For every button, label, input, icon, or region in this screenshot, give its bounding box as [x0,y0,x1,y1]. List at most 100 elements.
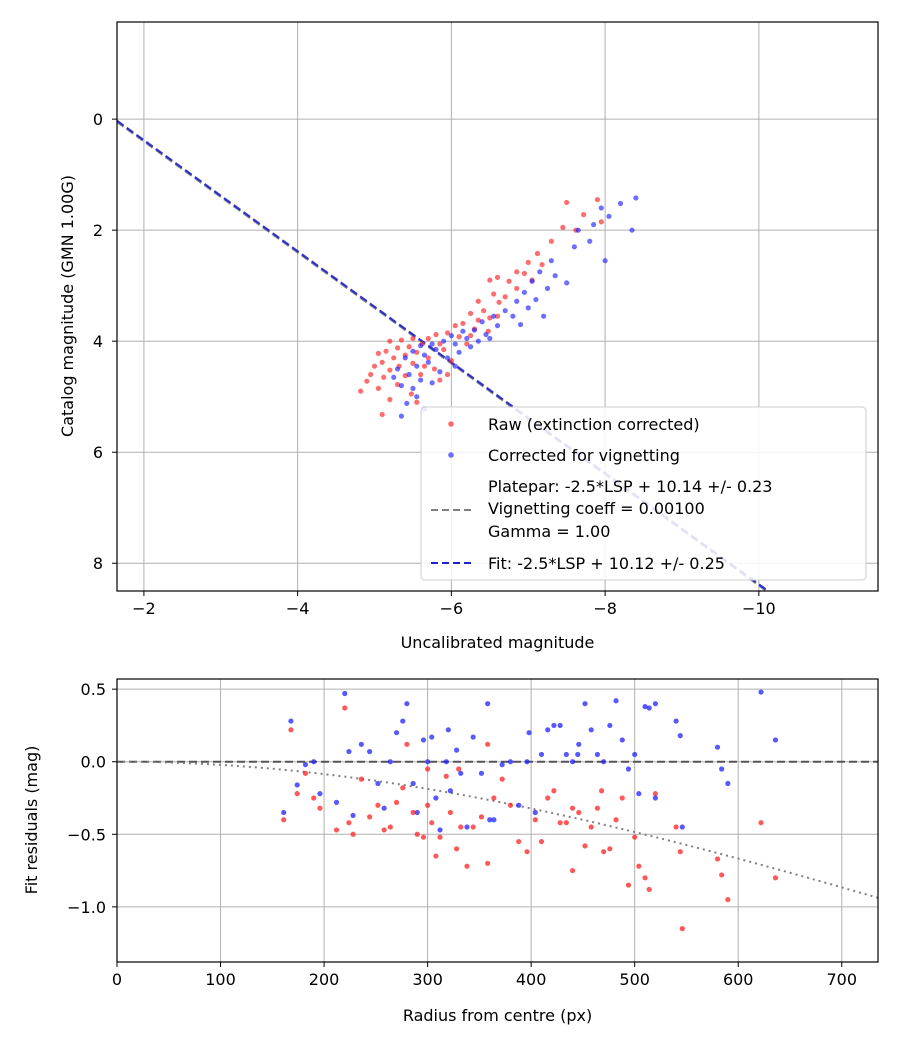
top-x-tick-label: −10 [742,599,776,618]
corrected-point [533,296,539,303]
corrected-point [590,222,597,228]
bottom-x-tick-label: 600 [723,970,754,989]
corrected-point [587,238,593,244]
corrected-point [494,323,501,329]
raw-residual-point [317,805,323,811]
legend-marker-corrected [448,452,454,458]
corrected-residual-point [625,766,632,772]
raw-point [491,291,497,297]
raw-residual-point [646,886,652,893]
legend-label-platepar-3: Gamma = 1.00 [488,522,610,541]
corrected-point [402,355,408,361]
corrected-point [537,269,543,275]
raw-residual-point [294,791,300,797]
corrected-residual-point [433,795,439,801]
raw-residual-point [346,820,352,826]
corrected-point [464,335,470,342]
top-scatter-points [358,195,639,419]
raw-residual-point [458,824,464,830]
corrected-residual-point [719,766,725,772]
corrected-point [602,258,608,264]
corrected-point [575,227,581,233]
raw-point [580,212,587,218]
corrected-point [460,328,466,334]
raw-residual-point [594,805,601,811]
raw-residual-point [625,882,632,888]
raw-point [375,350,381,357]
raw-residual-point [456,766,462,772]
raw-residual-point [569,867,576,874]
corrected-point [398,383,405,389]
corrected-point [633,195,639,201]
legend-label-raw: Raw (extinction corrected) [488,415,700,434]
corrected-point [552,273,558,279]
raw-point [410,335,416,342]
corrected-residual-point [414,809,420,816]
bottom-x-tick-label: 100 [205,970,236,989]
raw-residual-point [636,863,642,869]
top-y-tick-label: 6 [93,443,103,462]
top-x-tick-label: −8 [593,599,617,618]
corrected-residual-point [350,812,356,819]
corrected-point [433,346,439,353]
bottom-y-tick-label: 0.0 [81,753,106,772]
bottom-plot-frame [116,678,879,963]
corrected-point [598,205,604,211]
raw-point [383,348,389,354]
legend-label-corrected: Corrected for vignetting [488,446,680,465]
raw-residual-point [393,799,400,805]
corrected-residual-point [632,751,638,758]
raw-residual-point [478,814,485,820]
raw-residual-point [499,776,505,782]
top-plot-frame [116,21,879,592]
corrected-point [437,369,443,375]
raw-residual-point [538,838,545,845]
corrected-residual-point [714,744,721,750]
raw-point [467,333,474,339]
raw-point [387,338,393,344]
corrected-point [525,305,531,311]
corrected-residual-point [487,817,493,823]
raw-point [387,367,393,373]
corrected-residual-point [551,722,557,729]
raw-point [548,238,554,244]
raw-residual-point [433,853,439,859]
corrected-point [617,200,624,207]
raw-point [452,323,458,329]
corrected-residual-point [576,741,582,747]
corrected-residual-point [404,701,410,707]
raw-point [425,335,431,342]
corrected-point [517,321,524,328]
bottom-x-tick-label: 500 [619,970,650,989]
raw-residual-point [381,827,387,833]
corrected-residual-point [601,759,607,765]
raw-point [564,199,570,206]
raw-residual-point [569,805,576,811]
corrected-point [487,335,493,342]
corrected-point [410,348,416,354]
raw-point [494,274,501,280]
bottom-x-tick-label: 200 [309,970,340,989]
raw-residual-point [673,824,679,830]
corrected-residual-point [491,817,497,823]
corrected-point [456,349,462,355]
raw-point [539,261,545,268]
corrected-residual-point [375,780,381,787]
raw-point [364,378,370,384]
corrected-residual-point [642,703,648,710]
legend-label-platepar-1: Platepar: -2.5*LSP + 10.14 +/- 0.23 [488,477,772,496]
corrected-residual-point [636,791,642,797]
raw-point [387,396,393,403]
raw-point [525,259,531,265]
raw-point [448,358,454,364]
raw-residual-point [524,849,530,855]
raw-residual-point [342,705,348,711]
raw-point [487,277,493,283]
corrected-point [483,331,489,338]
raw-point [375,385,381,391]
raw-point [379,359,385,365]
raw-point [481,308,487,314]
corrected-point [444,355,451,361]
top-legend: Raw (extinction corrected) Corrected for… [420,406,867,581]
raw-residual-point [311,795,317,801]
